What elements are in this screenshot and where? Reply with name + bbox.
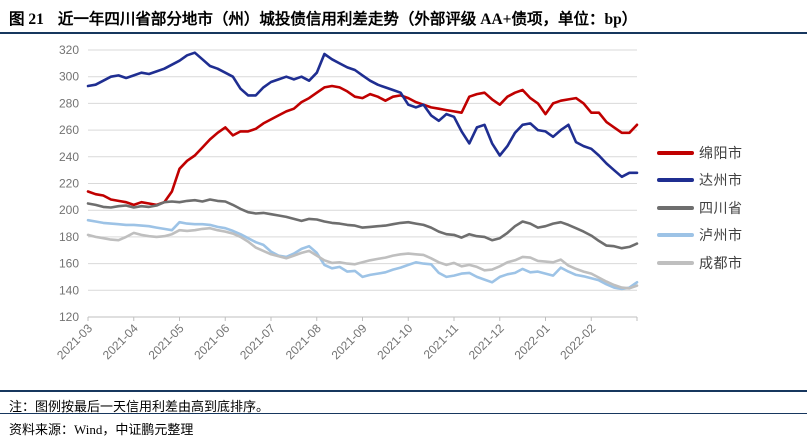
y-tick-label: 280 — [59, 96, 79, 110]
y-tick-label: 140 — [59, 283, 79, 297]
y-tick-label: 200 — [59, 203, 79, 217]
legend-item-1: 达州市 — [657, 167, 743, 195]
x-tick-label: 2021-04 — [100, 321, 141, 362]
x-tick-label: 2021-12 — [466, 321, 507, 362]
footer-divider-top — [0, 390, 807, 392]
legend-label-3: 泸州市 — [699, 227, 743, 244]
legend-swatch-1 — [657, 178, 694, 183]
footer-source: 资料来源：Wind，中证鹏元整理 — [9, 422, 194, 437]
series-line-2 — [86, 198, 639, 250]
title-divider — [0, 32, 807, 34]
series-line-4 — [86, 226, 639, 290]
y-tick-label: 240 — [59, 150, 79, 164]
y-tick-label: 260 — [59, 123, 79, 137]
x-tick-label: 2021-09 — [329, 321, 370, 362]
x-tick-label: 2021-06 — [191, 321, 232, 362]
legend-item-2: 四川省 — [657, 194, 743, 222]
legend-item-3: 泸州市 — [657, 222, 743, 250]
legend-label-0: 绵阳市 — [699, 144, 743, 161]
chart-legend: 绵阳市达州市四川省泸州市成都市 — [657, 139, 743, 277]
legend-label-2: 四川省 — [699, 199, 743, 216]
x-tick-label: 2021-08 — [283, 321, 324, 362]
x-tick-label: 2021-03 — [54, 321, 95, 362]
y-tick-label: 180 — [59, 230, 79, 244]
legend-item-0: 绵阳市 — [657, 139, 743, 167]
figure-title: 图 21 近一年四川省部分地市（州）城投债信用利差走势（外部评级 AA+债项，单位… — [9, 7, 799, 29]
footer-note: 注：图例按最后一天信用利差由高到底排序。 — [9, 399, 270, 414]
figure-title-text: 近一年四川省部分地市（州）城投债信用利差走势（外部评级 AA+债项，单位：bp） — [57, 11, 638, 28]
footer-divider-middle — [0, 413, 807, 414]
x-tick-label: 2022-01 — [512, 321, 553, 362]
x-tick-label: 2021-05 — [146, 321, 187, 362]
legend-swatch-3 — [657, 233, 694, 238]
legend-item-4: 成都市 — [657, 249, 743, 277]
series-line-0 — [86, 84, 639, 207]
legend-swatch-4 — [657, 260, 694, 265]
y-tick-label: 220 — [59, 177, 79, 191]
x-tick-label: 2022-02 — [557, 321, 598, 362]
y-tick-label: 300 — [59, 70, 79, 84]
chart-area: 320 300 280 260 240 220 200 180 160 140 120 2021-03… — [0, 34, 807, 386]
x-tick-label: 2021-11 — [421, 321, 462, 362]
legend-label-1: 达州市 — [699, 172, 743, 189]
x-tick-label: 2021-07 — [237, 321, 278, 362]
x-tick-label: 2021-10 — [374, 321, 415, 362]
legend-swatch-0 — [657, 150, 694, 155]
series-line-3 — [86, 218, 639, 291]
chart-plot: 320 300 280 260 240 220 200 180 160 140 1202021-03… — [54, 43, 639, 362]
y-tick-label: 160 — [59, 257, 79, 271]
y-tick-label: 120 — [59, 310, 79, 324]
y-tick-label: 320 — [59, 43, 79, 57]
legend-label-4: 成都市 — [699, 254, 743, 271]
figure-number: 图 21 — [9, 11, 44, 28]
series-line-1 — [86, 51, 639, 179]
legend-swatch-2 — [657, 205, 694, 210]
